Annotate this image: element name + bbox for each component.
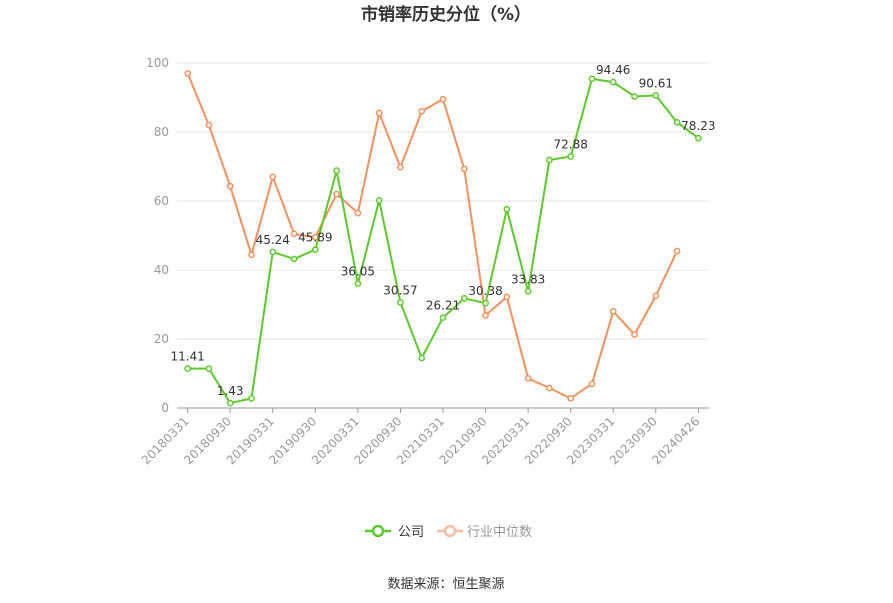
data-point[interactable]: [609, 308, 617, 315]
data-point[interactable]: [397, 299, 404, 306]
data-point[interactable]: [248, 251, 255, 259]
legend-industry-label: 行业中位数: [467, 525, 532, 540]
data-point[interactable]: [588, 380, 596, 388]
data-point[interactable]: [375, 109, 383, 117]
y-tick-label: 60: [154, 194, 169, 208]
data-point[interactable]: [290, 230, 298, 238]
data-point[interactable]: [184, 365, 191, 372]
data-point[interactable]: [375, 196, 383, 204]
legend-item-company[interactable]: 公司: [365, 524, 424, 540]
data-label: 45.24: [256, 233, 290, 247]
series-line: [186, 72, 678, 400]
data-point[interactable]: [482, 312, 489, 319]
data-point[interactable]: [673, 247, 681, 255]
data-point[interactable]: [354, 209, 362, 217]
data-point[interactable]: [248, 394, 255, 402]
y-tick-label: 100: [146, 56, 169, 70]
data-point[interactable]: [609, 78, 617, 86]
data-point[interactable]: [652, 292, 660, 300]
data-point[interactable]: [524, 287, 532, 295]
data-point[interactable]: [588, 75, 596, 83]
data-point[interactable]: [290, 255, 298, 263]
data-label: 78.23: [681, 119, 715, 133]
data-label: 72.88: [554, 138, 588, 152]
data-point[interactable]: [205, 365, 213, 372]
data-point[interactable]: [439, 314, 447, 321]
data-point[interactable]: [226, 399, 234, 407]
series-layer: [184, 70, 702, 407]
chart-title: 市销率历史分位（%）: [361, 4, 531, 25]
data-point[interactable]: [418, 354, 426, 362]
data-label: 33.83: [511, 272, 545, 286]
data-source: 数据来源：恒生聚源: [387, 577, 504, 592]
data-label: 94.46: [596, 63, 630, 77]
y-tick-label: 40: [154, 263, 169, 277]
data-point[interactable]: [524, 374, 532, 382]
legend-item-industry[interactable]: 行业中位数: [437, 524, 532, 540]
y-axis: 0 20 40 60 80 100: [146, 56, 169, 415]
data-point[interactable]: [546, 384, 553, 392]
data-point[interactable]: [460, 294, 468, 302]
series-industry-median: [184, 70, 681, 402]
x-axis: 2018033120180930201903312019093020200331…: [139, 407, 709, 467]
data-point[interactable]: [567, 153, 575, 160]
data-label: 36.05: [341, 265, 375, 279]
data-label: 30.38: [468, 284, 502, 298]
data-point[interactable]: [205, 121, 213, 129]
data-point[interactable]: [503, 205, 511, 213]
data-point[interactable]: [269, 173, 277, 181]
data-label: 90.61: [639, 76, 673, 90]
data-point[interactable]: [184, 70, 191, 77]
data-point[interactable]: [311, 246, 319, 254]
legend[interactable]: 公司 行业中位数: [365, 524, 532, 540]
data-point[interactable]: [482, 299, 489, 307]
series-company: [184, 75, 702, 407]
data-point[interactable]: [503, 293, 511, 301]
y-tick-label: 0: [161, 401, 169, 415]
data-point[interactable]: [567, 394, 575, 402]
data-labels: 11.41 1.43 45.24 45.89 36.05 30.57 26.21 30.38 3…: [170, 63, 715, 398]
legend-industry-marker: [443, 524, 457, 538]
data-point[interactable]: [695, 134, 702, 142]
y-tick-label: 20: [154, 332, 169, 346]
data-point[interactable]: [439, 95, 447, 103]
data-point[interactable]: [333, 167, 340, 174]
data-point[interactable]: [418, 107, 426, 115]
data-point[interactable]: [460, 165, 468, 173]
data-label: 1.43: [217, 384, 244, 398]
data-point[interactable]: [333, 190, 340, 198]
data-point[interactable]: [226, 182, 234, 190]
data-point[interactable]: [354, 280, 362, 287]
data-point[interactable]: [631, 93, 638, 100]
y-tick-label: 80: [154, 125, 169, 139]
data-label: 26.21: [426, 299, 460, 313]
data-point[interactable]: [269, 248, 277, 256]
data-point[interactable]: [631, 331, 638, 338]
data-point[interactable]: [397, 163, 404, 171]
data-point[interactable]: [546, 156, 553, 164]
legend-company-label: 公司: [398, 525, 424, 540]
data-label: 45.89: [298, 231, 332, 245]
data-point[interactable]: [652, 92, 660, 99]
data-label: 30.57: [383, 284, 417, 298]
legend-company-marker: [371, 524, 385, 538]
data-label: 11.41: [170, 350, 204, 364]
data-point[interactable]: [673, 118, 681, 126]
